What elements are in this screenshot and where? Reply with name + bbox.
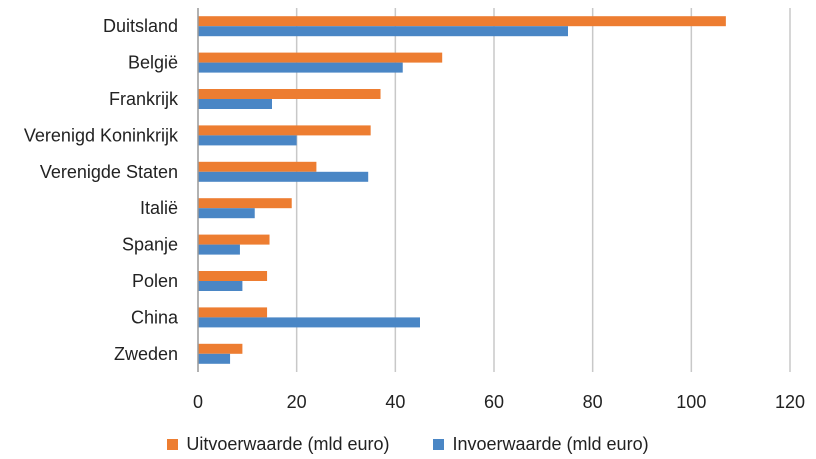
- bar-export: [198, 161, 317, 172]
- legend-item-export: Uitvoerwaarde (mld euro): [167, 434, 389, 455]
- x-tick-label: 100: [676, 392, 706, 412]
- bar-import: [198, 135, 297, 146]
- x-tick-label: 60: [484, 392, 504, 412]
- bar-export: [198, 343, 243, 354]
- bar-import: [198, 208, 255, 219]
- bar-import: [198, 99, 272, 109]
- legend: Uitvoerwaarde (mld euro) Invoerwaarde (m…: [0, 432, 816, 456]
- category-labels: Duitsland België Frankrijk Verenigd Koninkr…: [24, 16, 179, 364]
- x-tick-label: 80: [583, 392, 603, 412]
- category-label: Spanje: [122, 235, 178, 255]
- category-label: Italië: [140, 198, 178, 218]
- category-label: China: [131, 307, 179, 327]
- legend-swatch-export: [167, 438, 179, 450]
- legend-label-import: Invoerwaarde (mld euro): [452, 433, 649, 454]
- x-tick-labels: 0 20 40 60 80 100 120: [193, 392, 805, 412]
- x-tick-label: 40: [385, 392, 405, 412]
- bar-export: [198, 52, 443, 63]
- bar-import: [198, 281, 243, 291]
- bar-import: [198, 62, 403, 73]
- x-tick-label: 120: [775, 392, 805, 412]
- bar-export: [198, 16, 726, 27]
- x-tick-label: 0: [193, 392, 203, 412]
- category-label: Frankrijk: [109, 89, 179, 109]
- bar-export: [198, 307, 268, 318]
- bar-import: [198, 244, 240, 255]
- legend-label-export: Uitvoerwaarde (mld euro): [186, 433, 390, 454]
- category-label: Verenigd Koninkrijk: [24, 125, 179, 145]
- category-label: Verenigde Staten: [40, 162, 178, 182]
- category-label: Zweden: [114, 344, 178, 364]
- bar-export: [198, 198, 292, 209]
- bar-import: [198, 26, 568, 37]
- category-label: België: [128, 53, 178, 73]
- legend-swatch-import: [433, 438, 445, 450]
- x-tick-label: 20: [287, 392, 307, 412]
- bars: [198, 16, 726, 364]
- legend-item-import: Invoerwaarde (mld euro): [433, 433, 649, 455]
- bar-import: [198, 317, 420, 328]
- bar-export: [198, 271, 268, 281]
- bar-export: [198, 125, 371, 136]
- bar-import: [198, 353, 231, 364]
- bar-export: [198, 89, 381, 99]
- bar-export: [198, 234, 270, 245]
- category-label: Polen: [132, 271, 178, 291]
- category-label: Duitsland: [103, 16, 178, 36]
- bar-import: [198, 171, 369, 182]
